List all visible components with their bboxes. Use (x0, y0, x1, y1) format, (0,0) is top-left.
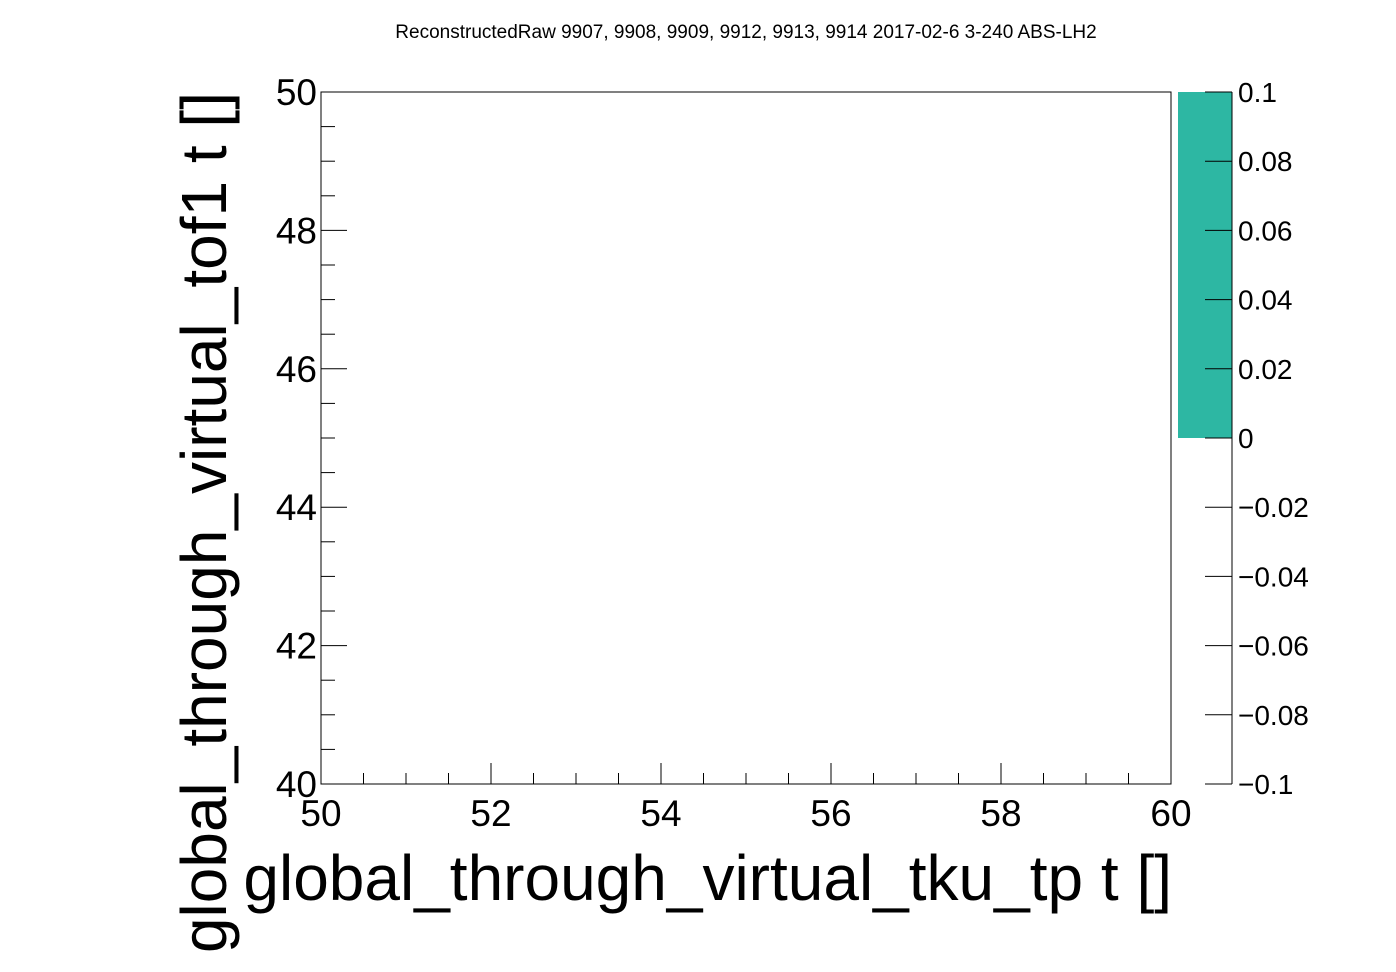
palette-tick-label: −0.04 (1238, 561, 1309, 592)
palette-tick-label: 0.04 (1238, 285, 1293, 316)
y-tick-label: 40 (276, 764, 317, 805)
y-axis-label: global_through_virtual_tof1 t [] (168, 92, 240, 953)
x-axis-label: global_through_virtual_tku_tp t [] (243, 842, 1172, 914)
palette-tick-label: 0.08 (1238, 146, 1293, 177)
x-tick-label: 56 (810, 793, 851, 834)
y-tick-label: 50 (276, 72, 317, 113)
chart-title: ReconstructedRaw 9907, 9908, 9909, 9912,… (395, 22, 1096, 43)
palette-tick-label: −0.06 (1238, 631, 1309, 662)
palette-tick-label: −0.02 (1238, 492, 1309, 523)
palette-tick-label: 0.1 (1238, 77, 1277, 108)
y-tick-label: 48 (276, 210, 317, 251)
palette-tick-label: 0.06 (1238, 215, 1293, 246)
x-tick-label: 58 (980, 793, 1021, 834)
y-tick-label: 46 (276, 349, 317, 390)
y-axis-tick-labels: 40 42 44 46 48 50 (276, 72, 317, 805)
x-tick-label: 60 (1150, 793, 1191, 834)
y-tick-label: 42 (276, 626, 317, 667)
plot-frame (320, 91, 1172, 785)
x-axis-ticks (320, 763, 1172, 784)
y-tick-label: 44 (276, 487, 317, 528)
x-tick-label: 50 (300, 793, 341, 834)
x-tick-label: 52 (470, 793, 511, 834)
x-tick-label: 54 (640, 793, 681, 834)
palette-tick-label: 0.02 (1238, 354, 1293, 385)
palette-color-band (1178, 92, 1232, 438)
palette-tick-label: −0.08 (1238, 700, 1309, 731)
y-axis-ticks (321, 91, 347, 785)
palette-tick-label: −0.1 (1238, 769, 1293, 800)
x-axis-tick-labels: 50 52 54 56 58 60 (300, 793, 1191, 834)
color-palette-axis: −0.1 −0.08 −0.06 −0.04 −0.02 0 0.02 0.04 0.06 0.0… (1178, 77, 1309, 800)
palette-tick-label: 0 (1238, 423, 1254, 454)
